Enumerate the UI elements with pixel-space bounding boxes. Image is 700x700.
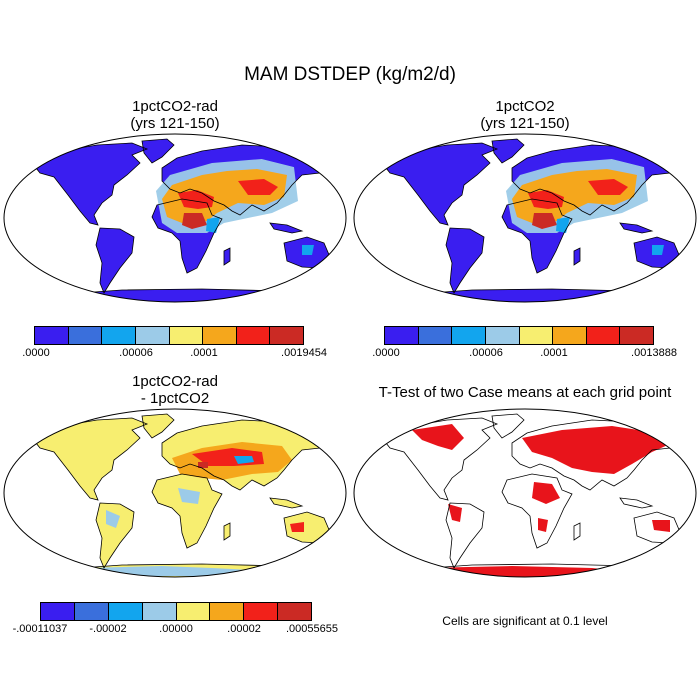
- colorbar-box-4: [519, 327, 554, 344]
- colorbar-box-4: [176, 603, 211, 620]
- panel-3-title-line1: 1pctCO2-rad: [132, 373, 218, 390]
- colorbar-box-7: [270, 327, 303, 344]
- colorbar-1-label-1: .00006: [119, 347, 153, 359]
- colorbar-3-label-3: .00002: [227, 623, 261, 635]
- colorbar-2-label-2: .0001: [540, 347, 568, 359]
- colorbar-box-6: [244, 603, 279, 620]
- colorbar-box-0: [385, 327, 419, 344]
- colorbar-2-label-1: .00006: [469, 347, 503, 359]
- colorbar-panel-3: [40, 602, 312, 621]
- colorbar-3-label-1: -.00002: [89, 623, 127, 635]
- panel-1-title: 1pctCO2-rad (yrs 121-150): [25, 98, 325, 132]
- colorbar-box-6: [586, 327, 621, 344]
- colorbar-box-2: [102, 327, 136, 344]
- map-panel-4: [352, 408, 698, 580]
- map-panel-1: [2, 133, 348, 305]
- colorbar-box-6: [236, 327, 271, 344]
- colorbar-box-3: [135, 327, 170, 344]
- colorbar-3-label-0: -.00011037: [12, 623, 68, 635]
- colorbar-3-label-2: .00000: [159, 623, 193, 635]
- colorbar-box-0: [41, 603, 75, 620]
- significance-note: Cells are significant at 0.1 level: [442, 614, 608, 628]
- panel-1-title-line1: 1pctCO2-rad: [132, 98, 218, 115]
- panel-4-title: T-Test of two Case means at each grid po…: [378, 384, 672, 401]
- colorbar-panel-1: [34, 326, 304, 345]
- colorbar-box-7: [620, 327, 653, 344]
- colorbar-box-3: [485, 327, 520, 344]
- colorbar-2-label-0: .0000: [372, 347, 400, 359]
- colorbar-box-7: [278, 603, 311, 620]
- colorbar-1-label-0: .0000: [22, 347, 50, 359]
- colorbar-box-3: [142, 603, 177, 620]
- colorbar-box-1: [68, 327, 103, 344]
- colorbar-1-label-3: .0019454: [281, 347, 327, 359]
- main-title: MAM DSTDEP (kg/m2/d): [244, 64, 456, 85]
- panel-3-title: 1pctCO2-rad - 1pctCO2: [25, 373, 325, 407]
- colorbar-box-1: [418, 327, 453, 344]
- panel-2-title: 1pctCO2 (yrs 121-150): [375, 98, 675, 132]
- colorbar-box-0: [35, 327, 69, 344]
- map-panel-2: [352, 133, 698, 305]
- colorbar-box-1: [74, 603, 109, 620]
- panel-1-title-line2: (yrs 121-150): [130, 115, 220, 132]
- colorbar-box-2: [452, 327, 486, 344]
- colorbar-box-2: [108, 603, 143, 620]
- colorbar-box-4: [169, 327, 204, 344]
- panel-2-title-line1: 1pctCO2: [495, 98, 555, 115]
- colorbar-2-label-3: .0013888: [631, 347, 677, 359]
- colorbar-1-label-2: .0001: [190, 347, 218, 359]
- colorbar-box-5: [210, 603, 245, 620]
- panel-2-title-line2: (yrs 121-150): [480, 115, 570, 132]
- panel-3-title-line2: - 1pctCO2: [140, 390, 210, 407]
- colorbar-panel-2: [384, 326, 654, 345]
- colorbar-box-5: [203, 327, 237, 344]
- map-panel-3: [2, 408, 348, 580]
- colorbar-3-label-4: .00055655: [286, 623, 338, 635]
- colorbar-box-5: [553, 327, 587, 344]
